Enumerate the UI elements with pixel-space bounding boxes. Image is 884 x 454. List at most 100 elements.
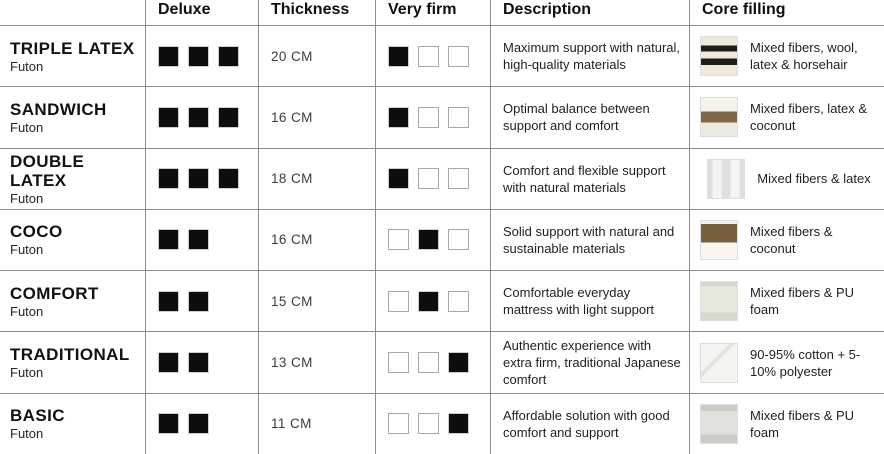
firmness-rating [388, 229, 484, 251]
product-cell: SANDWICH Futon [0, 87, 145, 147]
core-filling-image [700, 219, 738, 260]
filled-square-icon [188, 290, 209, 312]
filled-square-icon [188, 106, 209, 128]
product-name: TRIPLE LATEX [10, 38, 135, 58]
product-cell: COCO Futon [0, 210, 145, 270]
core-filling-image [700, 281, 738, 322]
deluxe-cell [145, 148, 258, 209]
table-body: TRIPLE LATEX Futon 20 CM Maximum support… [0, 25, 884, 454]
thickness-cell: 15 CM [258, 271, 375, 332]
firmness-cell [375, 26, 490, 87]
thickness-value: 16 CM [271, 232, 313, 248]
product-name: COCO [10, 222, 63, 242]
core-filling-cell: Mixed fibers & latex [689, 148, 884, 209]
description-cell: Authentic experience with extra firm, tr… [490, 332, 689, 393]
description-text: Affordable solution with good comfort an… [503, 407, 670, 440]
header-thickness: Thickness [258, 0, 375, 25]
core-filling-image [707, 158, 746, 199]
deluxe-cell [145, 271, 258, 332]
filled-square-icon [188, 168, 209, 190]
table-row: COCO Futon 16 CM Solid support with natu… [0, 208, 884, 271]
empty-square-icon [418, 168, 439, 190]
thickness-cell: 20 CM [258, 26, 375, 87]
core-filling-text: Mixed fibers, wool, latex & horsehair [750, 40, 858, 73]
core-filling-cell: Mixed fibers & PU foam [689, 271, 884, 332]
description-cell: Affordable solution with good comfort an… [490, 393, 689, 454]
core-filling-image [700, 403, 738, 444]
core-filling-image [700, 36, 738, 77]
core-filling-cell: Mixed fibers & PU foam [689, 393, 884, 454]
firmness-cell [375, 209, 490, 271]
core-filling-text: Mixed fibers & PU foam [750, 407, 855, 440]
table-header-row: Deluxe Thickness Very firm Description C… [0, 0, 884, 25]
empty-square-icon [418, 45, 439, 67]
product-cell: DOUBLE LATEX Futon [0, 149, 145, 209]
product-name: SANDWICH [10, 99, 107, 119]
filled-square-icon [158, 106, 179, 128]
header-empty [0, 0, 145, 25]
description-cell: Maximum support with natural, high-quali… [490, 26, 689, 87]
core-filling-text: Mixed fibers & latex [757, 171, 871, 187]
description-text: Optimal balance between support and comf… [503, 101, 650, 134]
firmness-cell [375, 148, 490, 209]
product-cell: COMFORT Futon [0, 271, 145, 331]
filled-square-icon [158, 229, 179, 251]
firmness-cell [375, 393, 490, 454]
empty-square-icon [388, 413, 409, 435]
empty-square-icon [448, 168, 469, 190]
header-core-filling: Core filling [689, 0, 884, 25]
filled-square-icon [188, 413, 209, 435]
description-text: Solid support with natural and sustainab… [503, 223, 675, 256]
product-subtitle: Futon [10, 303, 44, 319]
empty-square-icon [388, 229, 409, 251]
firmness-rating [388, 168, 484, 190]
filled-square-icon [388, 168, 409, 190]
description-text: Comfort and flexible support with natura… [503, 162, 666, 195]
firmness-rating [388, 106, 484, 128]
filled-square-icon [418, 290, 439, 312]
header-very-firm: Very firm [375, 0, 490, 25]
deluxe-cell [145, 26, 258, 87]
core-filling-image [700, 342, 738, 383]
firmness-rating [388, 413, 484, 435]
filled-square-icon [448, 352, 469, 374]
filled-square-icon [158, 352, 179, 374]
product-subtitle: Futon [10, 242, 44, 258]
core-filling-image [700, 97, 738, 138]
description-text: Comfortable everyday mattress with light… [503, 285, 655, 318]
core-filling-text: Mixed fibers & coconut [750, 223, 833, 256]
core-filling-cell: Mixed fibers, latex & coconut [689, 87, 884, 148]
firmness-cell [375, 332, 490, 393]
filled-square-icon [188, 45, 209, 67]
core-filling-text: Mixed fibers, latex & coconut [750, 101, 868, 134]
table-row: DOUBLE LATEX Futon 18 CM Comfort and fle… [0, 147, 884, 209]
thickness-value: 18 CM [271, 171, 313, 187]
table-row: SANDWICH Futon 16 CM Optimal balance bet… [0, 86, 884, 148]
firmness-rating [388, 45, 484, 67]
product-subtitle: Futon [10, 58, 44, 74]
filled-square-icon [388, 45, 409, 67]
product-subtitle: Futon [10, 426, 44, 442]
product-cell: TRIPLE LATEX Futon [0, 26, 145, 86]
description-cell: Comfort and flexible support with natura… [490, 148, 689, 209]
thickness-value: 16 CM [271, 109, 313, 125]
table-row: TRIPLE LATEX Futon 20 CM Maximum support… [0, 25, 884, 87]
core-filling-cell: 90-95% cotton + 5-10% polyester [689, 332, 884, 393]
filled-square-icon [388, 106, 409, 128]
core-filling-cell: Mixed fibers & coconut [689, 209, 884, 271]
firmness-cell [375, 87, 490, 148]
filled-square-icon [218, 106, 239, 128]
table-row: TRADITIONAL Futon 13 CM Authentic experi… [0, 331, 884, 393]
empty-square-icon [448, 106, 469, 128]
deluxe-rating [158, 45, 252, 67]
table-row: BASIC Futon 11 CM Affordable solution wi… [0, 392, 884, 454]
header-deluxe: Deluxe [145, 0, 258, 25]
core-filling-text: Mixed fibers & PU foam [750, 285, 855, 318]
product-name: TRADITIONAL [10, 345, 130, 365]
thickness-cell: 16 CM [258, 87, 375, 148]
empty-square-icon [418, 106, 439, 128]
empty-square-icon [418, 352, 439, 374]
core-filling-cell: Mixed fibers, wool, latex & horsehair [689, 26, 884, 87]
core-filling-text: 90-95% cotton + 5-10% polyester [750, 346, 861, 379]
